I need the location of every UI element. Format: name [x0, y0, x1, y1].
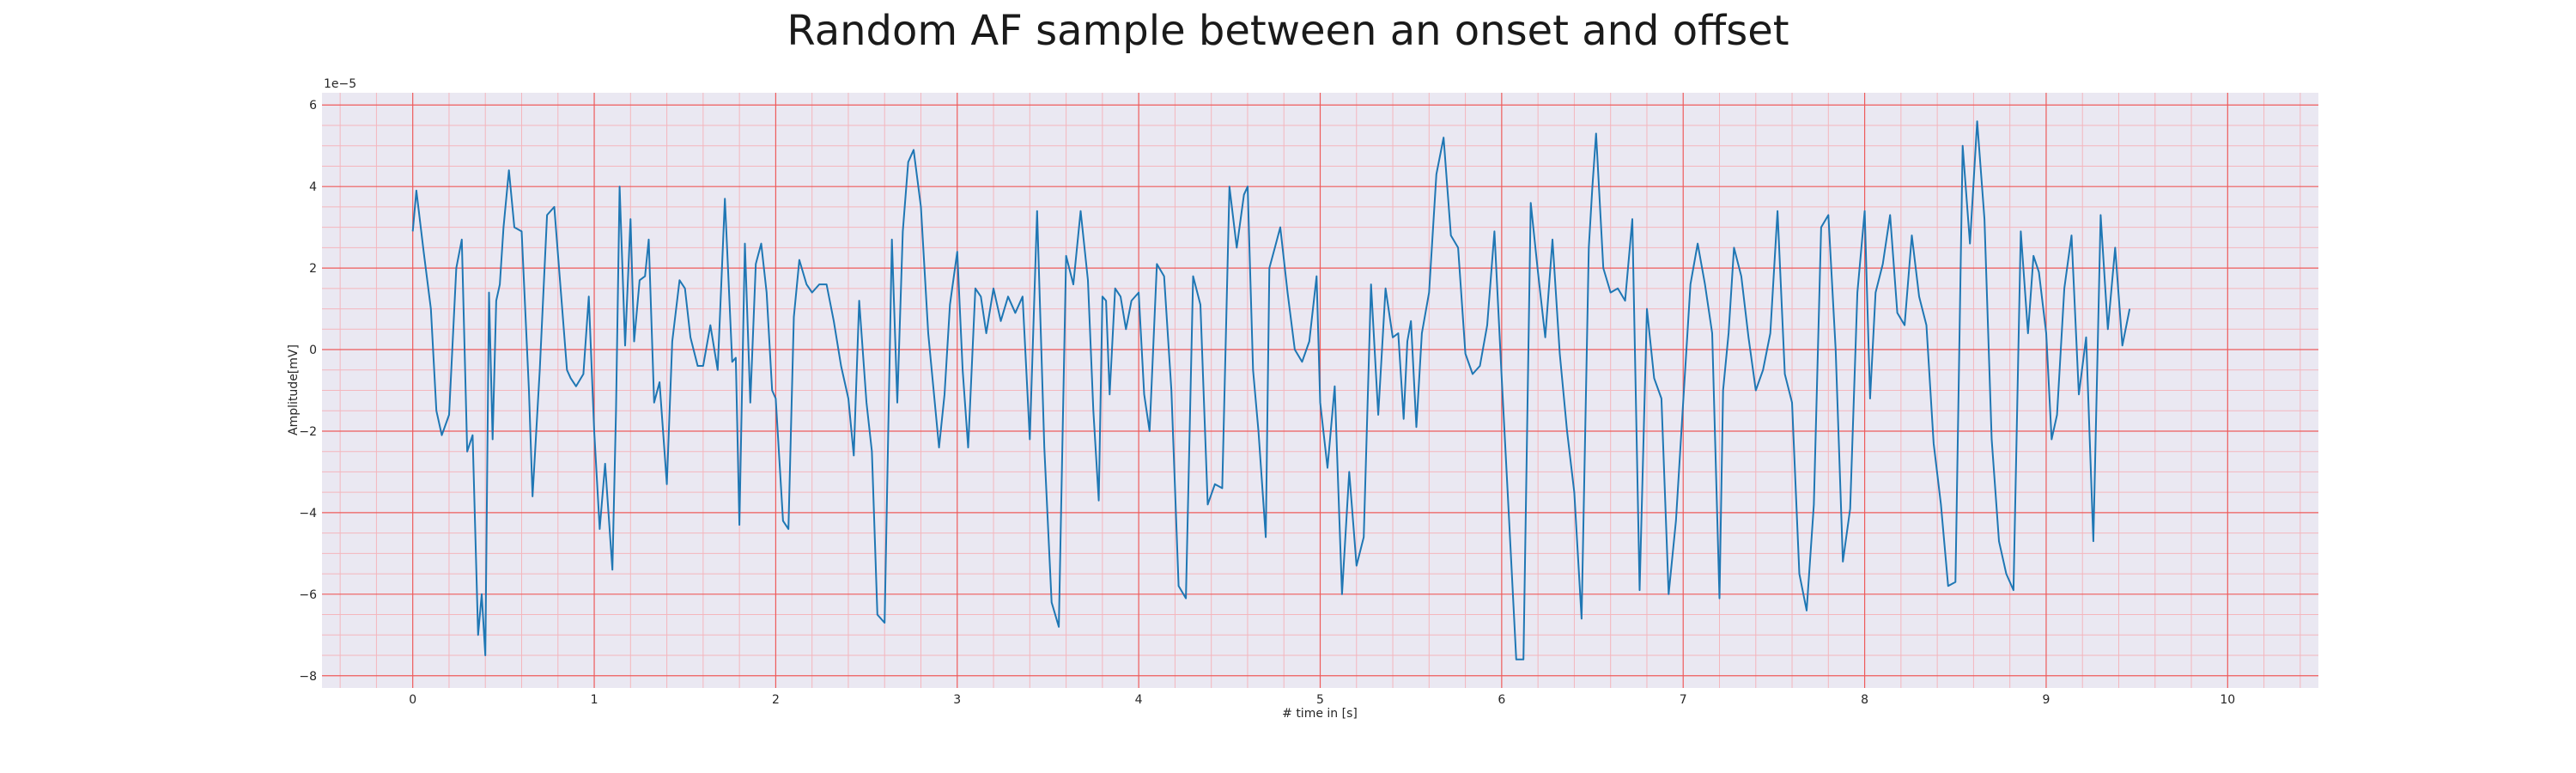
series-line-af-sample	[411, 120, 2131, 660]
x-tick-label: 6	[1498, 693, 1505, 707]
y-tick-label: 0	[309, 344, 317, 357]
y-tick-label: −4	[299, 507, 317, 520]
x-tick-label: 3	[953, 693, 961, 707]
y-tick-label: 4	[309, 180, 317, 194]
x-tick-label: 9	[2042, 693, 2050, 707]
chart-title: Random AF sample between an onset and of…	[787, 7, 1789, 55]
x-axis-label: # time in [s]	[1282, 707, 1358, 721]
y-tick-label: −2	[299, 425, 317, 439]
y-axis-label: Amplitude[mV]	[287, 344, 301, 435]
y-axis: 6 4 2 0 −2 −4 −6 −8	[299, 99, 317, 684]
y-tick-label: 6	[309, 99, 317, 113]
x-tick-label: 1	[591, 693, 598, 707]
x-tick-label: 4	[1135, 693, 1143, 707]
x-axis: 0 1 2 3 4 5 6 7 8 9 10	[409, 693, 2235, 707]
y-tick-label: −8	[299, 670, 317, 684]
y-tick-label: −6	[299, 588, 317, 602]
x-tick-label: 8	[1861, 693, 1868, 707]
x-tick-label: 0	[409, 693, 416, 707]
x-tick-label: 2	[772, 693, 780, 707]
x-tick-label: 10	[2220, 693, 2235, 707]
y-tick-label: 2	[309, 262, 317, 276]
y-axis-offset-label: 1e−5	[324, 77, 356, 91]
x-tick-label: 7	[1680, 693, 1687, 707]
x-tick-label: 5	[1316, 693, 1324, 707]
